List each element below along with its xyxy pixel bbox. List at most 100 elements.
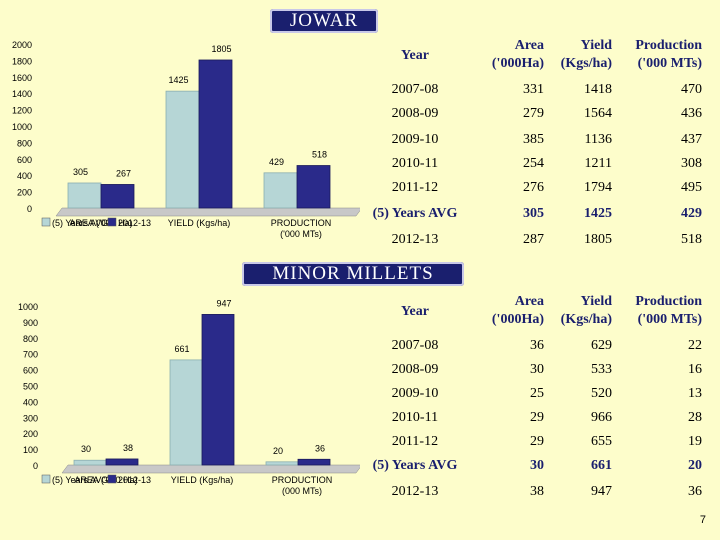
data-label: 661 bbox=[174, 344, 189, 354]
bar bbox=[73, 459, 107, 466]
column-header: Area bbox=[514, 294, 544, 309]
column-header: ('000Ha) bbox=[491, 312, 544, 327]
table-cell: 1564 bbox=[584, 106, 612, 121]
table-cell: 518 bbox=[681, 232, 702, 247]
page-number: 7 bbox=[699, 514, 706, 526]
legend-swatch bbox=[107, 217, 117, 227]
legend-entry: (5) Years AVG bbox=[52, 218, 108, 228]
column-header: Yield bbox=[580, 38, 612, 53]
table-cell: 437 bbox=[681, 132, 702, 147]
table-cell: 279 bbox=[523, 106, 544, 121]
table-cell: 308 bbox=[681, 156, 702, 171]
column-header: Production bbox=[635, 38, 702, 53]
column-header: Year bbox=[401, 48, 429, 63]
table-cell: 25 bbox=[530, 386, 544, 401]
table-cell: 30 bbox=[530, 362, 544, 377]
category-label: YIELD (Kgs/ha) bbox=[171, 475, 234, 485]
column-header: Year bbox=[401, 304, 429, 319]
bar bbox=[198, 59, 233, 209]
table-cell: 629 bbox=[591, 338, 612, 353]
y-tick-label: 200 bbox=[17, 188, 32, 198]
legend-swatch bbox=[107, 474, 117, 484]
jowar-table: Year Area ('000Ha) Yield (Kgs/ha) Production (… bbox=[360, 36, 710, 256]
data-label: 305 bbox=[73, 167, 88, 177]
table-cell: 470 bbox=[681, 82, 702, 97]
legend-swatch bbox=[41, 217, 51, 227]
legend-swatch bbox=[41, 474, 51, 484]
table-cell: 2010-11 bbox=[391, 410, 439, 425]
table-cell: 495 bbox=[681, 180, 702, 195]
jowar-bar-chart: 0 200 400 600 800 1000 1200 1400 1600 1800 2000 305… bbox=[12, 40, 360, 239]
table-cell: 38 bbox=[530, 484, 544, 499]
table-cell: 16 bbox=[688, 362, 702, 377]
table-cell: 36 bbox=[688, 484, 702, 499]
table-cell: 2012-13 bbox=[391, 232, 439, 247]
legend-entry: 2012-13 bbox=[118, 475, 151, 485]
category-label: AREA ('000 Ha) bbox=[69, 218, 132, 228]
table-cell: 661 bbox=[591, 458, 612, 473]
minor-millets-bar-chart: 0 100 200 300 400 500 600 700 800 900 1000 30 38 AREA… bbox=[18, 298, 360, 496]
bar bbox=[105, 458, 139, 466]
column-header: Production bbox=[635, 294, 702, 309]
table-cell: 1418 bbox=[584, 82, 612, 97]
table-cell: 2007-08 bbox=[391, 82, 439, 97]
bar bbox=[165, 90, 200, 209]
table-cell: 29 bbox=[530, 410, 544, 425]
table-cell: 254 bbox=[523, 156, 544, 171]
chart-floor bbox=[61, 464, 360, 474]
bar bbox=[265, 461, 299, 466]
table-cell: 2009-10 bbox=[391, 132, 439, 147]
table-cell: 36 bbox=[530, 338, 544, 353]
data-label: 20 bbox=[273, 446, 283, 456]
category-label: YIELD (Kgs/ha) bbox=[168, 218, 231, 228]
table-cell: 30 bbox=[530, 458, 544, 473]
table-cell: 2011-12 bbox=[391, 180, 439, 195]
category-label: PRODUCTION bbox=[272, 475, 333, 485]
table-cell: 1425 bbox=[584, 206, 612, 221]
column-header: (Kgs/ha) bbox=[560, 56, 612, 71]
y-tick-label: 2000 bbox=[12, 40, 32, 50]
data-label: 36 bbox=[315, 443, 325, 453]
y-tick-label: 1000 bbox=[12, 122, 32, 132]
legend-entry: (5) Years AVG bbox=[52, 475, 108, 485]
data-label: 1805 bbox=[211, 44, 231, 54]
y-tick-label: 1600 bbox=[12, 73, 32, 83]
table-cell: 2009-10 bbox=[391, 386, 439, 401]
y-tick-label: 1200 bbox=[12, 106, 32, 116]
minor-millets-table: Year Area ('000Ha) Yield (Kgs/ha) Production (… bbox=[360, 292, 710, 504]
data-label: 1425 bbox=[168, 75, 188, 85]
y-tick-label: 400 bbox=[23, 397, 38, 407]
table-cell: 331 bbox=[523, 82, 544, 97]
y-tick-label: 1800 bbox=[12, 56, 32, 66]
y-tick-label: 0 bbox=[27, 204, 32, 214]
y-tick-label: 900 bbox=[23, 318, 38, 328]
data-label: 429 bbox=[269, 157, 284, 167]
table-cell: 1805 bbox=[584, 232, 612, 247]
bar bbox=[296, 165, 331, 209]
bar bbox=[297, 458, 331, 466]
table-cell: 533 bbox=[591, 362, 612, 377]
bar bbox=[67, 182, 102, 209]
table-cell: 436 bbox=[681, 106, 702, 121]
table-cell: 2007-08 bbox=[391, 338, 439, 353]
table-cell: 1136 bbox=[584, 132, 612, 147]
jowar-banner: JOWAR bbox=[270, 9, 378, 33]
category-label: (000 MTs) bbox=[282, 486, 322, 496]
table-cell: 520 bbox=[591, 386, 612, 401]
bar bbox=[263, 172, 298, 209]
y-tick-label: 0 bbox=[33, 461, 38, 471]
column-header: Area bbox=[514, 38, 544, 53]
data-label: 38 bbox=[123, 443, 133, 453]
data-label: 30 bbox=[81, 444, 91, 454]
data-label: 518 bbox=[312, 150, 327, 160]
data-label: 267 bbox=[116, 168, 131, 178]
y-tick-label: 800 bbox=[17, 138, 32, 148]
table-cell: 2008-09 bbox=[391, 362, 439, 377]
table-cell: (5) Years AVG bbox=[372, 206, 458, 221]
y-tick-label: 1000 bbox=[18, 302, 38, 312]
chart-floor bbox=[55, 207, 360, 217]
column-header: ('000 MTs) bbox=[637, 56, 702, 71]
y-tick-label: 600 bbox=[17, 155, 32, 165]
table-cell: 966 bbox=[591, 410, 612, 425]
category-label: ('000 MTs) bbox=[280, 229, 322, 239]
